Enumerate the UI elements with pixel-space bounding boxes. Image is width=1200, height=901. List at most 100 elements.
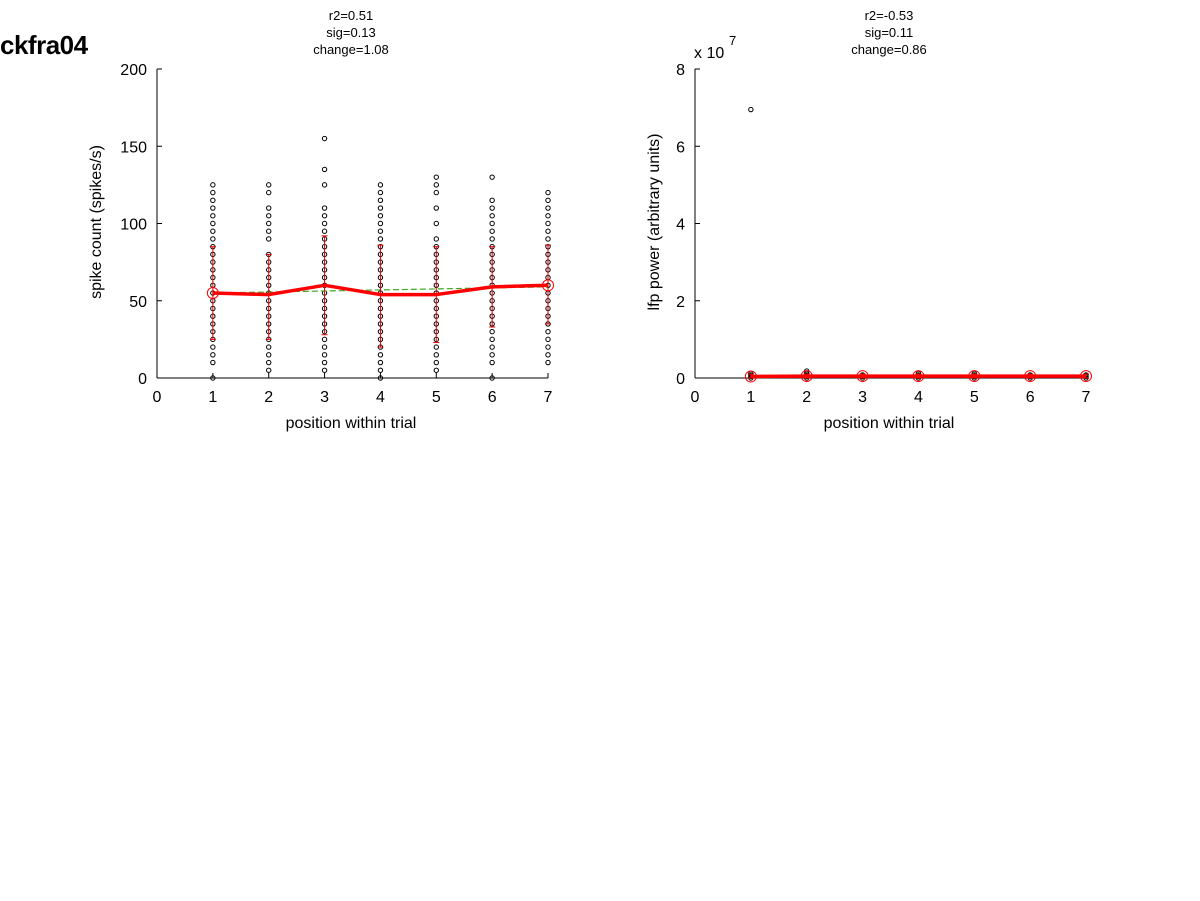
data-point [377, 213, 384, 219]
x-tick-label: 5 [432, 389, 441, 406]
panel-lfp-power: r2=-0.53 sig=0.11 change=0.86 position w… [646, 8, 1092, 432]
data-point [433, 182, 439, 188]
data-point [489, 220, 495, 227]
y-tick-label: 6 [676, 139, 685, 156]
data-point [321, 182, 328, 188]
x-tick-label: 2 [264, 389, 273, 406]
data-point [545, 220, 551, 227]
data-point [377, 236, 384, 242]
data-point [489, 213, 495, 219]
data-point [377, 375, 384, 381]
stat-line-sig: sig=0.13 [326, 25, 376, 40]
data-point [210, 344, 216, 350]
mean-marker [968, 370, 981, 383]
data-point [545, 189, 551, 196]
data-point [321, 352, 328, 358]
data-point [489, 228, 495, 234]
data-point [545, 197, 551, 204]
data-point [489, 375, 495, 381]
mean-marker [856, 370, 869, 383]
y-axis-label: spike count (spikes/s) [88, 145, 105, 299]
data-point [210, 236, 216, 242]
stat-line-r2: r2=-0.53 [865, 8, 914, 23]
data-point [377, 367, 384, 373]
data-point [210, 352, 216, 358]
data-point [545, 213, 551, 219]
data-point [433, 352, 439, 358]
data-point [433, 236, 439, 242]
data-point [433, 189, 439, 196]
data-point [377, 220, 384, 227]
x-tick-label: 6 [1026, 389, 1035, 406]
mean-marker [1080, 370, 1092, 383]
data-point [321, 213, 328, 219]
y-tick-label: 4 [676, 217, 685, 234]
data-point [266, 189, 272, 196]
data-point [210, 189, 216, 196]
data-point [210, 220, 216, 227]
y-tick-label: 8 [676, 62, 685, 79]
data-point [545, 205, 551, 211]
data-point [266, 359, 272, 366]
stat-line-sig: sig=0.11 [865, 25, 914, 40]
data-point [266, 213, 272, 219]
data-point [266, 228, 272, 234]
data-point [545, 236, 551, 242]
data-point [210, 205, 216, 211]
data-point [748, 106, 754, 113]
data-point [266, 236, 272, 242]
data-point [377, 352, 384, 358]
data-point [210, 228, 216, 234]
data-point [433, 344, 439, 350]
x-tick-label: 0 [153, 389, 162, 406]
data-point [377, 228, 384, 234]
panel-spike-count: r2=0.51 sig=0.13 change=1.08 position wi… [88, 8, 554, 432]
data-point [489, 359, 495, 366]
mean-marker [542, 279, 554, 292]
y-tick-label: 0 [676, 371, 685, 388]
data-point [321, 166, 328, 173]
data-point [545, 359, 551, 366]
mean-marker [800, 370, 813, 383]
y-axis-label: lfp power (arbitrary units) [646, 134, 663, 311]
data-point [210, 197, 216, 204]
data-point [489, 236, 495, 242]
mean-marker [912, 370, 925, 383]
data-point [433, 367, 439, 373]
data-point [377, 182, 384, 188]
x-tick-label: 2 [802, 389, 811, 406]
y-scale-exponent: 7 [729, 33, 736, 48]
data-point [321, 336, 328, 343]
data-point [321, 367, 328, 373]
stat-line-change: change=0.86 [851, 42, 927, 57]
x-tick-label: 3 [320, 389, 329, 406]
x-tick-label: 5 [970, 389, 979, 406]
data-point [377, 359, 384, 366]
data-point [545, 352, 551, 358]
data-point [210, 375, 216, 381]
data-point [321, 359, 328, 366]
mean-marker [1024, 370, 1037, 383]
data-point [377, 189, 384, 196]
data-point [266, 220, 272, 227]
x-tick-label: 6 [488, 389, 497, 406]
x-axis-label: position within trial [824, 415, 955, 432]
data-point [433, 220, 439, 227]
data-point [433, 359, 439, 366]
data-point [266, 182, 272, 188]
y-scale-factor: x 10 [694, 45, 724, 62]
y-tick-label: 50 [129, 294, 147, 311]
data-point [489, 205, 495, 211]
y-tick-label: 100 [120, 217, 147, 234]
y-tick-label: 150 [120, 139, 147, 156]
x-tick-label: 1 [208, 389, 217, 406]
data-point [210, 182, 216, 188]
y-tick-label: 2 [676, 294, 685, 311]
x-tick-label: 3 [858, 389, 867, 406]
data-point [321, 135, 328, 142]
data-point [321, 220, 328, 227]
x-axis-label: position within trial [286, 415, 417, 432]
data-point [489, 352, 495, 358]
data-point [210, 213, 216, 219]
